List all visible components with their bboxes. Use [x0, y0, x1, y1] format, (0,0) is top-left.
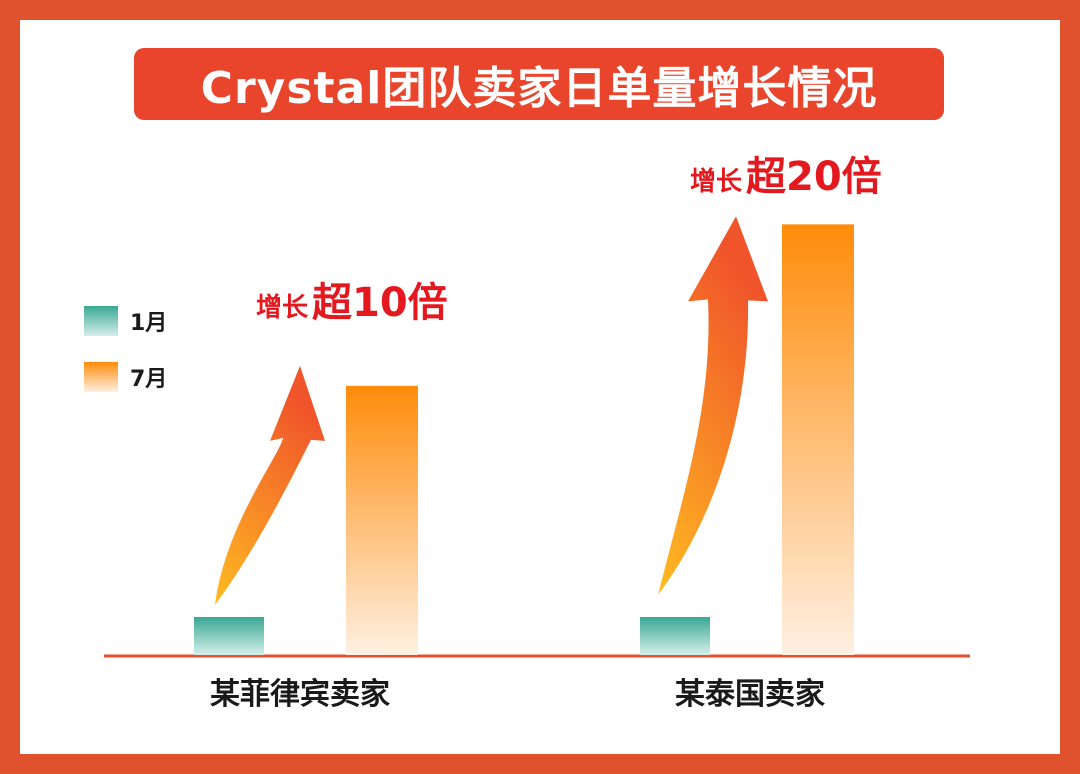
bar-jan-1	[194, 617, 264, 655]
growth-arrow-1	[215, 365, 325, 605]
growth-emphasis-1: 超10倍	[312, 280, 448, 326]
bar-jul-1	[346, 385, 418, 655]
legend-swatch-jan	[84, 306, 118, 336]
growth-annotation-2: 增长 超20倍	[690, 154, 882, 200]
category-label-2: 某泰国卖家	[675, 677, 825, 712]
chart-title: Crystal团队卖家日单量增长情况	[200, 63, 878, 114]
bar-jan-2	[640, 617, 710, 655]
legend-label-jul: 7月	[130, 367, 167, 392]
growth-annotation-1: 增长 超10倍	[256, 280, 448, 326]
growth-arrow-2	[658, 216, 768, 595]
category-label-1: 某菲律宾卖家	[210, 677, 390, 712]
growth-prefix-2: 增长	[690, 166, 743, 197]
growth-emphasis-2: 超20倍	[746, 154, 882, 200]
legend: 1月 7月	[84, 306, 167, 392]
bar-jul-2	[782, 224, 854, 655]
title-banner: Crystal团队卖家日单量增长情况	[134, 48, 944, 120]
legend-swatch-jul	[84, 362, 118, 392]
legend-label-jan: 1月	[130, 311, 167, 336]
growth-prefix-1: 增长	[256, 292, 309, 323]
